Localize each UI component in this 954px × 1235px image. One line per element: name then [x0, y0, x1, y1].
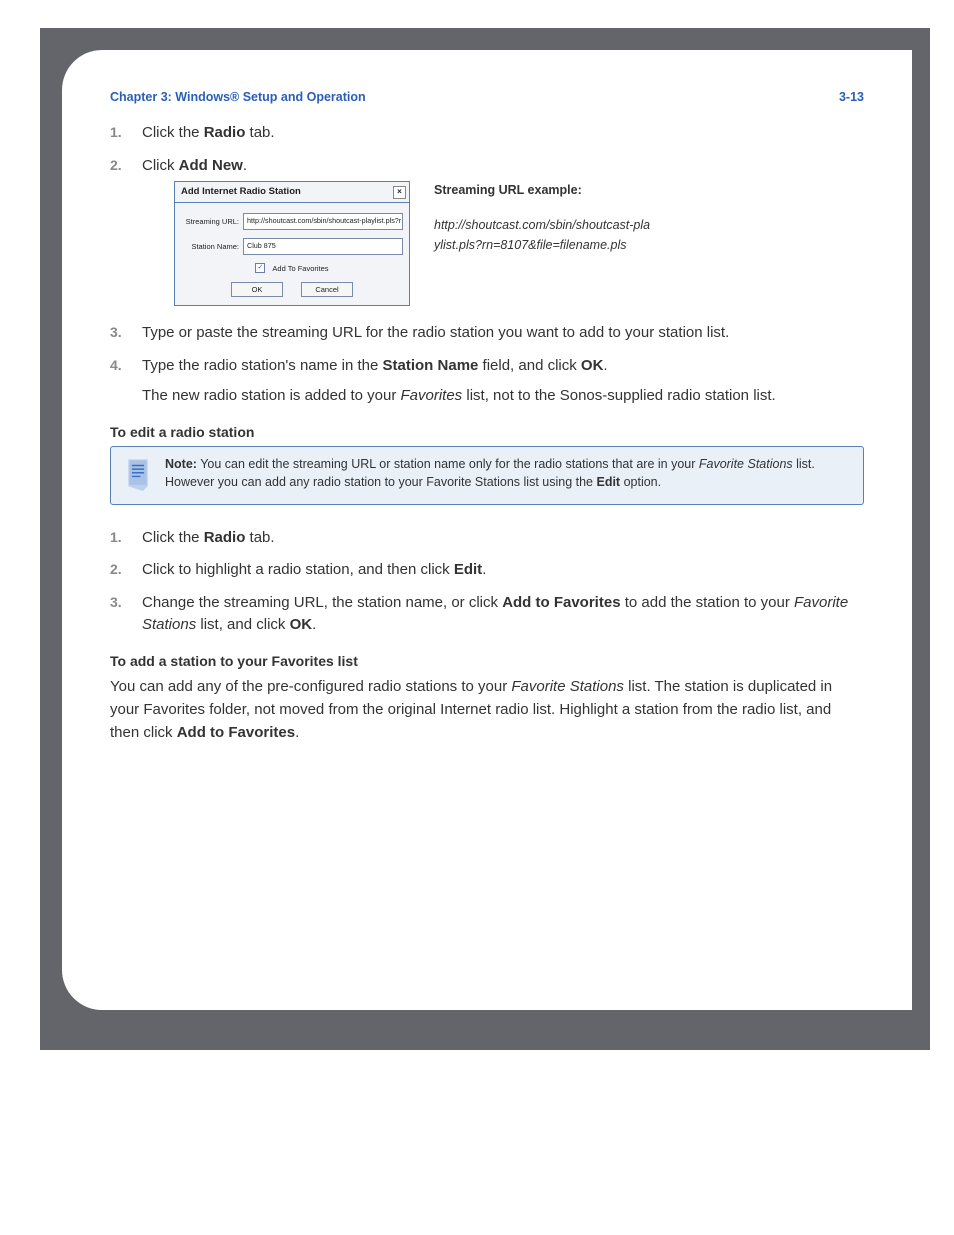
step-bold: Add New: [179, 157, 243, 174]
note-t: option.: [620, 475, 661, 489]
step-bold: Edit: [454, 561, 482, 578]
step-text: tab.: [245, 529, 274, 546]
note-icon: [123, 457, 153, 496]
document-outer: Chapter 3: Windows® Setup and Operation …: [0, 0, 954, 1078]
checkbox-row: ✓ Add To Favorites: [181, 263, 403, 274]
side-url: http://shoutcast.com/sbin/shoutcast-play…: [434, 216, 654, 255]
checkbox-add-favorites[interactable]: ✓: [255, 263, 265, 273]
fav-text: You can add any of the pre-configured ra…: [110, 678, 511, 695]
figure-row: Add Internet Radio Station × Streaming U…: [174, 181, 864, 306]
input-streaming-url[interactable]: http://shoutcast.com/sbin/shoutcast-play…: [243, 213, 403, 230]
step-extra: The new radio station is added to your F…: [142, 385, 864, 408]
step-bold: OK: [290, 616, 313, 633]
step-text: list, and click: [196, 616, 289, 633]
note-italic: Favorite Stations: [699, 457, 793, 471]
ok-button[interactable]: OK: [231, 282, 283, 297]
page-body: Chapter 3: Windows® Setup and Operation …: [62, 50, 912, 1010]
subheading-edit: To edit a radio station: [110, 424, 864, 440]
step-item: Click the Radio tab.: [110, 122, 864, 145]
side-example: Streaming URL example: http://shoutcast.…: [434, 181, 654, 255]
fav-text: .: [295, 724, 299, 741]
label-streaming-url: Streaming URL:: [181, 216, 239, 227]
step-italic: Favorites: [401, 387, 463, 404]
step-item: Click the Radio tab.: [110, 527, 864, 550]
step-text: .: [312, 616, 316, 633]
note-text: Note: You can edit the streaming URL or …: [165, 455, 851, 496]
dialog-title-text: Add Internet Radio Station: [181, 185, 301, 199]
step-item: Type or paste the streaming URL for the …: [110, 322, 864, 345]
step-bold: Radio: [204, 124, 246, 141]
label-station-name: Station Name:: [181, 241, 239, 252]
steps-list-2: Type or paste the streaming URL for the …: [110, 322, 864, 408]
step-bold: Add to Favorites: [502, 594, 620, 611]
dialog-body: Streaming URL: http://shoutcast.com/sbin…: [175, 203, 409, 305]
steps-list-3: Click the Radio tab. Click to highlight …: [110, 527, 864, 637]
chapter-title: Chapter 3: Windows® Setup and Operation: [110, 90, 366, 104]
page-frame-inner: Chapter 3: Windows® Setup and Operation …: [40, 28, 912, 1032]
dialog-titlebar: Add Internet Radio Station ×: [175, 182, 409, 203]
step-bold: Station Name: [383, 357, 479, 374]
page-number: 3-13: [839, 90, 864, 104]
step-text: tab.: [245, 124, 274, 141]
step-text: Click the: [142, 124, 204, 141]
step-text: Click the: [142, 529, 204, 546]
page-frame: Chapter 3: Windows® Setup and Operation …: [40, 28, 930, 1050]
note-t: You can edit the streaming URL or statio…: [197, 457, 699, 471]
step-item: Change the streaming URL, the station na…: [110, 592, 864, 637]
subheading-favorites: To add a station to your Favorites list: [110, 653, 864, 669]
step-bold: OK: [581, 357, 604, 374]
step-text: Click to highlight a radio station, and …: [142, 561, 454, 578]
step-text: Type the radio station's name in the: [142, 357, 383, 374]
field-row-url: Streaming URL: http://shoutcast.com/sbin…: [181, 213, 403, 230]
close-icon[interactable]: ×: [393, 186, 406, 199]
step-text: to add the station to your: [621, 594, 794, 611]
side-heading: Streaming URL example:: [434, 181, 654, 200]
field-row-name: Station Name: Club 875: [181, 238, 403, 255]
step-text: list, not to the Sonos-supplied radio st…: [462, 387, 776, 404]
note-label: Note:: [165, 457, 197, 471]
dialog-button-row: OK Cancel: [181, 282, 403, 297]
step-text: .: [603, 357, 607, 374]
step-item: Click Add New. Add Internet Radio Statio…: [110, 155, 864, 307]
steps-list-1: Click the Radio tab. Click Add New. Add …: [110, 122, 864, 306]
step-text: .: [482, 561, 486, 578]
note-bold: Edit: [596, 475, 620, 489]
step-item: Click to highlight a radio station, and …: [110, 559, 864, 582]
step-text: .: [243, 157, 247, 174]
fav-italic: Favorite Stations: [511, 678, 624, 695]
page-header: Chapter 3: Windows® Setup and Operation …: [110, 90, 864, 104]
note-box: Note: You can edit the streaming URL or …: [110, 446, 864, 505]
step-text: Change the streaming URL, the station na…: [142, 594, 502, 611]
input-station-name[interactable]: Club 875: [243, 238, 403, 255]
step-bold: Radio: [204, 529, 246, 546]
step-item: Type the radio station's name in the Sta…: [110, 355, 864, 408]
dialog-add-station: Add Internet Radio Station × Streaming U…: [174, 181, 410, 306]
step-text: The new radio station is added to your: [142, 387, 401, 404]
step-text: Click: [142, 157, 179, 174]
step-text: field, and click: [478, 357, 581, 374]
checkbox-label: Add To Favorites: [272, 263, 328, 274]
favorites-paragraph: You can add any of the pre-configured ra…: [110, 675, 864, 745]
fav-bold: Add to Favorites: [177, 724, 295, 741]
cancel-button[interactable]: Cancel: [301, 282, 353, 297]
step-text: Type or paste the streaming URL for the …: [142, 324, 729, 341]
